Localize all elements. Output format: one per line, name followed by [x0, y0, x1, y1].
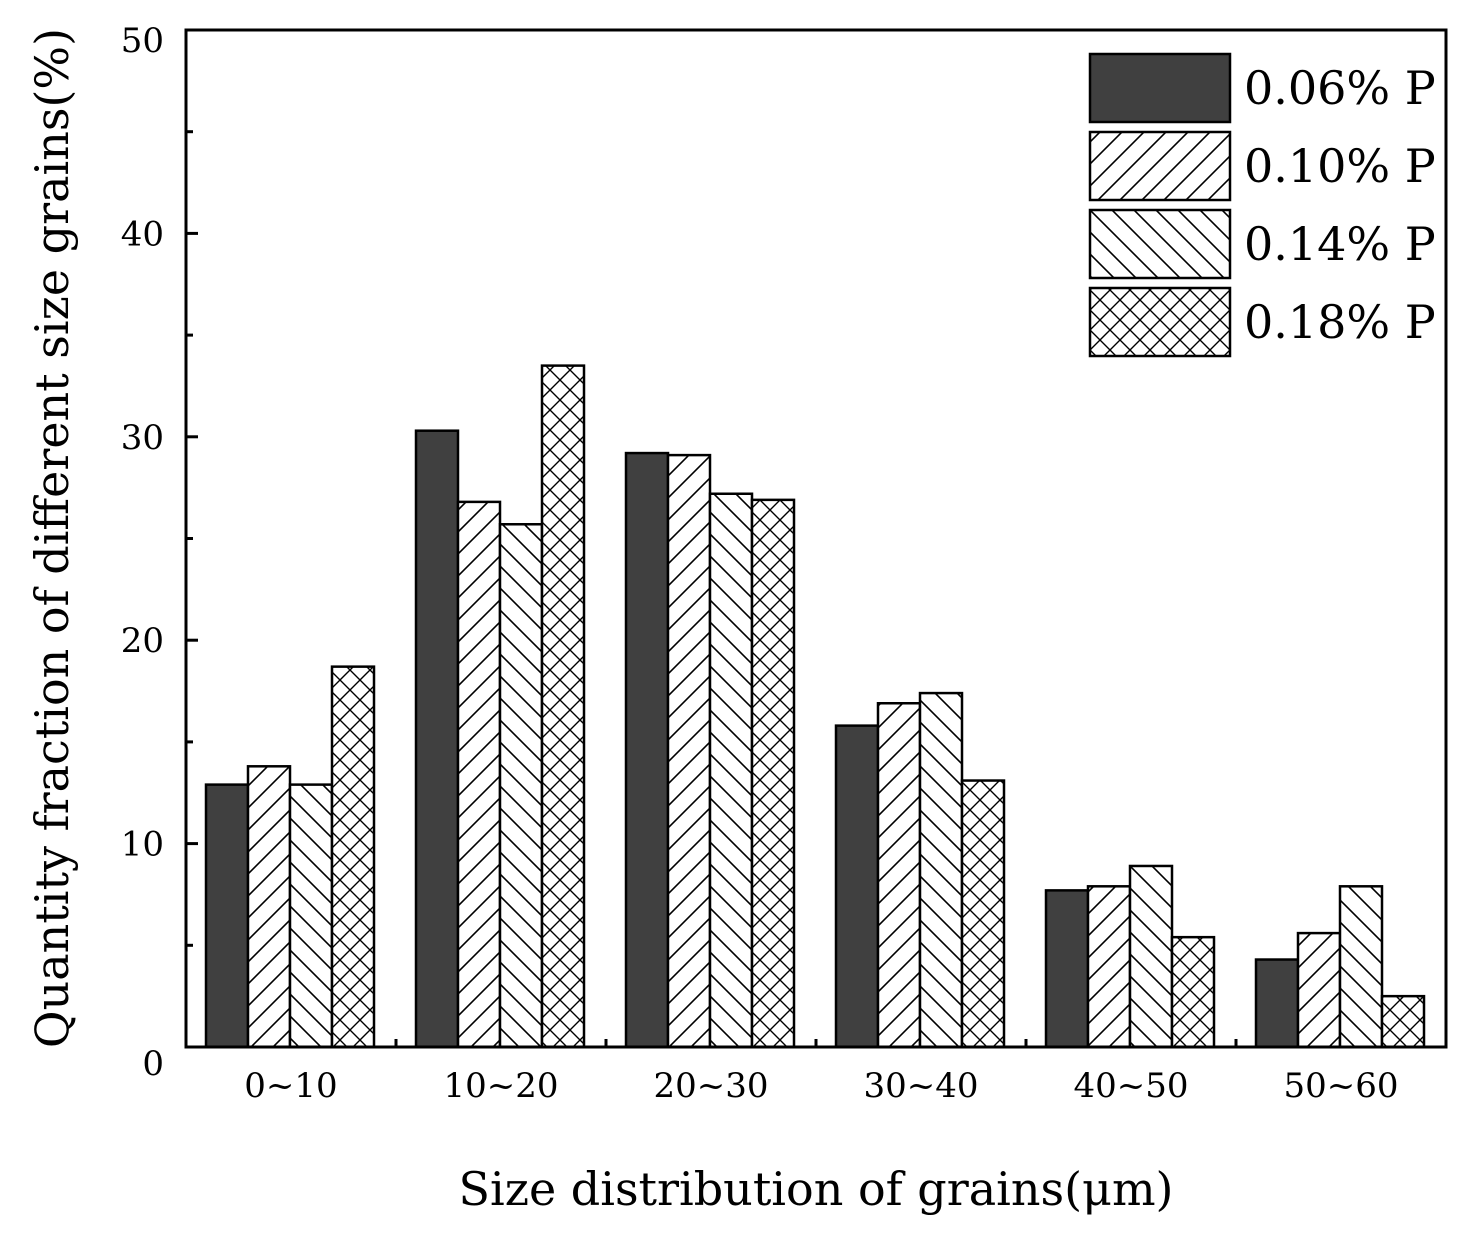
bar-0-14-p-30-to-40: [918, 691, 964, 1049]
x-axis-title: Size distribution of grains(μm): [458, 1162, 1173, 1216]
legend-swatch: [1088, 208, 1232, 280]
x-tick-label: 50~60: [1283, 1066, 1398, 1106]
y-tick-label: 30: [121, 418, 164, 458]
y-tick-label: 50: [121, 21, 164, 61]
bar-0-10-p-40-to-50: [1086, 885, 1132, 1049]
bar-0-14-p-40-to-50: [1128, 864, 1174, 1049]
plot-area-frame: [184, 28, 1448, 1049]
bar-0-18-p-50-to-60: [1380, 994, 1426, 1049]
bar-0-18-p-30-to-40: [960, 779, 1006, 1049]
legend-swatch: [1088, 286, 1232, 358]
y-axis-title: Quantity fraction of different size grai…: [25, 28, 79, 1048]
bar-0-10-p-10-to-20: [456, 500, 502, 1049]
bar-0-10-p-50-to-60: [1296, 931, 1342, 1049]
bar-0-14-p-50-to-60: [1338, 885, 1384, 1049]
legend-label: 0.14% P: [1244, 217, 1436, 271]
x-tick-label: 40~50: [1073, 1066, 1188, 1106]
legend-label: 0.18% P: [1244, 295, 1436, 349]
y-tick-label: 20: [121, 621, 164, 661]
bar-0-18-p-10-to-20: [540, 364, 586, 1049]
legend-label: 0.10% P: [1244, 139, 1436, 193]
y-tick-label: 10: [121, 825, 164, 865]
y-tick-labels: 0 10 20 30 40 50: [121, 21, 164, 1084]
legend: 0.06% P 0.10% P 0.14% P 0.18% P: [1088, 52, 1436, 358]
bar-0-18-p-40-to-50: [1170, 935, 1216, 1049]
bar-0-10-p-0-to-10: [246, 765, 292, 1049]
x-tick-label: 0~10: [244, 1066, 337, 1106]
bar-0-06-p-40-to-50: [1044, 889, 1090, 1049]
bar-0-10-p-30-to-40: [876, 702, 922, 1049]
bar-0-10-p-20-to-30: [666, 453, 712, 1049]
bar-0-14-p-0-to-10: [288, 783, 334, 1049]
bars-layer: [204, 364, 1426, 1049]
bar-0-06-p-10-to-20: [414, 429, 460, 1049]
y-tick-label: 0: [142, 1044, 164, 1084]
bar-0-06-p-30-to-40: [834, 724, 880, 1049]
bar-0-18-p-0-to-10: [330, 665, 376, 1049]
legend-swatch: [1088, 52, 1232, 124]
bar-0-06-p-0-to-10: [204, 783, 250, 1049]
bar-0-06-p-20-to-30: [624, 451, 670, 1049]
x-tick-label: 20~30: [653, 1066, 768, 1106]
legend-label: 0.06% P: [1244, 61, 1436, 115]
legend-swatch: [1088, 130, 1232, 202]
x-tick-label: 10~20: [443, 1066, 558, 1106]
bar-0-14-p-20-to-30: [708, 492, 754, 1049]
bar-0-06-p-50-to-60: [1254, 958, 1300, 1049]
x-tick-label: 30~40: [863, 1066, 978, 1106]
bar-0-18-p-20-to-30: [750, 498, 796, 1049]
x-tick-labels: 0~10 10~20 20~30 30~40 40~50 50~60: [244, 1066, 1398, 1106]
y-tick-label: 40: [121, 214, 164, 254]
bar-0-14-p-10-to-20: [498, 523, 544, 1049]
